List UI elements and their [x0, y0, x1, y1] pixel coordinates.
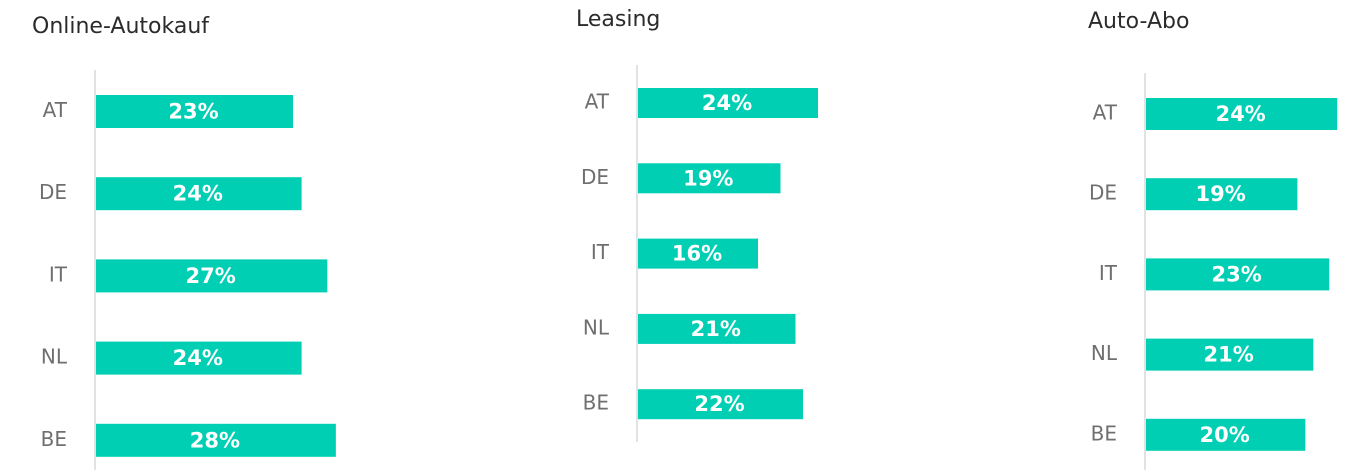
bar: [1146, 178, 1298, 211]
bar: [1146, 258, 1330, 291]
value-label: 28%: [190, 428, 240, 452]
value-label: 24%: [173, 182, 223, 206]
bar: [1146, 98, 1338, 130]
bar: [1146, 418, 1306, 451]
value-label: 23%: [1211, 262, 1261, 286]
category-label: NL: [583, 315, 610, 339]
value-label: 24%: [173, 346, 223, 370]
chart-title: Online-Autokauf: [32, 14, 210, 39]
bar: [638, 163, 781, 194]
bar: [638, 313, 796, 344]
bar: [638, 88, 818, 118]
bar: [1146, 338, 1314, 371]
bar: [96, 341, 302, 375]
value-label: 27%: [186, 264, 236, 288]
category-label: IT: [49, 262, 68, 286]
chart-title: Leasing: [576, 7, 660, 32]
bar: [96, 423, 336, 457]
category-label: AT: [585, 90, 610, 114]
category-label: IT: [1099, 261, 1118, 285]
value-label: 24%: [1215, 102, 1265, 126]
bar: [638, 238, 758, 269]
value-label: 20%: [1200, 423, 1250, 447]
value-label: 19%: [1196, 182, 1246, 206]
bar: [96, 177, 302, 211]
category-label: AT: [1093, 101, 1118, 125]
value-label: 21%: [1204, 343, 1254, 367]
chart-title: Auto-Abo: [1088, 9, 1189, 34]
category-label: AT: [43, 98, 68, 122]
category-label: DE: [39, 180, 67, 204]
bar: [96, 259, 328, 293]
category-label: BE: [1091, 421, 1117, 445]
value-label: 19%: [683, 166, 733, 190]
value-label: 21%: [691, 317, 741, 341]
category-label: BE: [41, 427, 67, 451]
category-label: DE: [581, 165, 609, 189]
category-label: BE: [583, 391, 609, 415]
category-label: DE: [1089, 181, 1117, 205]
value-label: 23%: [168, 100, 218, 124]
value-label: 24%: [702, 91, 752, 115]
category-label: IT: [591, 240, 610, 264]
category-label: NL: [1091, 341, 1118, 365]
bar: [638, 389, 803, 420]
bar: [96, 95, 294, 128]
category-label: NL: [41, 345, 68, 369]
value-label: 16%: [672, 242, 722, 266]
value-label: 22%: [694, 392, 744, 416]
